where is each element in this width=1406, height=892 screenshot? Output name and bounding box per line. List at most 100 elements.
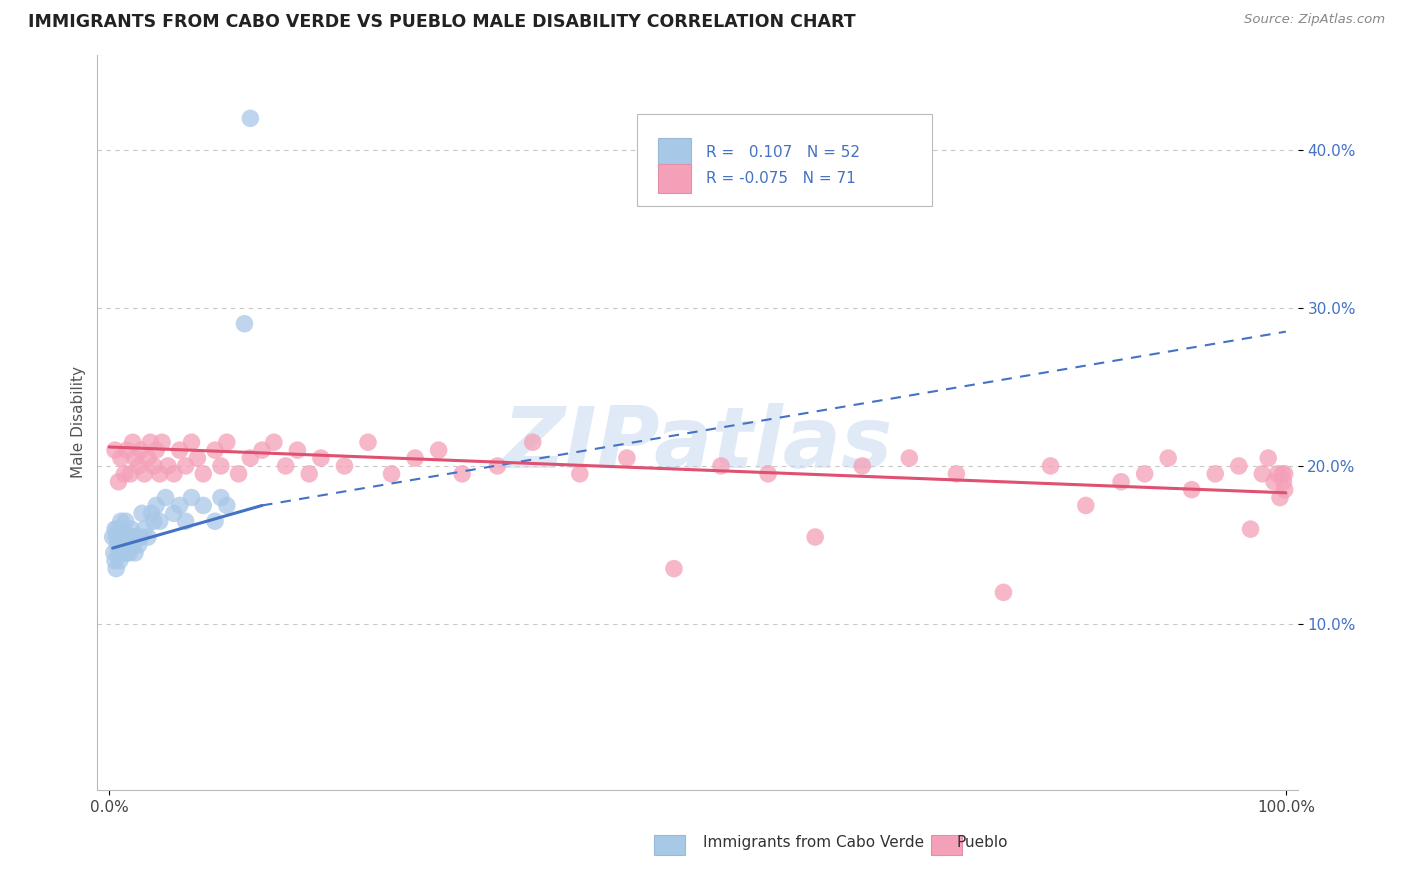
Point <box>710 458 733 473</box>
Point <box>1272 475 1295 489</box>
Point <box>129 443 152 458</box>
Point <box>169 499 191 513</box>
Point <box>115 443 138 458</box>
Point <box>101 530 124 544</box>
Point <box>333 458 356 473</box>
Point <box>898 450 921 465</box>
Point <box>993 585 1015 599</box>
Point <box>121 522 143 536</box>
Point <box>616 450 638 465</box>
Point <box>128 458 150 473</box>
Point <box>186 450 208 465</box>
Point <box>451 467 474 481</box>
Point <box>228 467 250 481</box>
Point <box>115 546 138 560</box>
Point <box>112 538 135 552</box>
Point <box>124 450 146 465</box>
Point <box>112 546 135 560</box>
Point <box>193 499 215 513</box>
Point <box>662 561 685 575</box>
Point <box>117 538 139 552</box>
Text: ZIPatlas: ZIPatlas <box>502 403 893 486</box>
Point <box>121 538 143 552</box>
Point <box>122 530 145 544</box>
Point <box>1257 450 1279 465</box>
Point <box>131 506 153 520</box>
FancyBboxPatch shape <box>658 138 692 168</box>
Point <box>114 514 136 528</box>
Point <box>112 530 135 544</box>
Point <box>756 467 779 481</box>
Point <box>945 467 967 481</box>
Point <box>107 475 129 489</box>
Text: R =   0.107   N = 52: R = 0.107 N = 52 <box>706 145 860 161</box>
Point <box>118 546 141 560</box>
Point <box>1239 522 1261 536</box>
Point <box>1039 458 1062 473</box>
Point <box>111 530 134 544</box>
Point <box>141 506 163 520</box>
Text: R = -0.075   N = 71: R = -0.075 N = 71 <box>706 171 856 186</box>
Point <box>107 546 129 560</box>
Point <box>522 435 544 450</box>
Point <box>274 458 297 473</box>
Point <box>204 443 226 458</box>
Point <box>250 443 273 458</box>
Point <box>103 546 125 560</box>
Point <box>156 458 179 473</box>
Point <box>804 530 827 544</box>
Point <box>1109 475 1132 489</box>
Point <box>209 458 232 473</box>
Point <box>111 538 134 552</box>
Point <box>169 443 191 458</box>
Point <box>163 467 186 481</box>
Point <box>239 450 262 465</box>
Point <box>104 443 127 458</box>
Point <box>150 435 173 450</box>
Point <box>105 530 128 544</box>
Point <box>1074 499 1097 513</box>
Point <box>851 458 873 473</box>
Point <box>107 530 129 544</box>
Point <box>568 467 591 481</box>
Point <box>112 467 135 481</box>
Point <box>1263 475 1285 489</box>
Point <box>115 530 138 544</box>
Point <box>105 522 128 536</box>
Point <box>1227 458 1250 473</box>
Point <box>108 538 131 552</box>
Point <box>145 499 167 513</box>
Text: Source: ZipAtlas.com: Source: ZipAtlas.com <box>1244 13 1385 27</box>
Point <box>404 450 426 465</box>
Point <box>134 467 156 481</box>
Point <box>149 467 172 481</box>
Point <box>128 538 150 552</box>
Point <box>180 491 202 505</box>
Point <box>1157 450 1180 465</box>
Point <box>193 467 215 481</box>
Y-axis label: Male Disability: Male Disability <box>72 367 86 478</box>
Point <box>120 530 142 544</box>
Point <box>233 317 256 331</box>
Point <box>204 514 226 528</box>
FancyBboxPatch shape <box>658 164 692 194</box>
Point <box>155 491 177 505</box>
Point <box>129 530 152 544</box>
Point <box>180 435 202 450</box>
Point <box>174 458 197 473</box>
Point <box>287 443 309 458</box>
Point <box>380 467 402 481</box>
Point <box>174 514 197 528</box>
Point <box>104 554 127 568</box>
Point <box>209 491 232 505</box>
Point <box>1267 467 1289 481</box>
FancyBboxPatch shape <box>637 114 932 206</box>
Point <box>309 450 332 465</box>
Point <box>263 435 285 450</box>
Point <box>134 522 156 536</box>
Point <box>105 561 128 575</box>
Point <box>215 435 238 450</box>
Point <box>1181 483 1204 497</box>
Point <box>142 458 165 473</box>
Point <box>486 458 509 473</box>
